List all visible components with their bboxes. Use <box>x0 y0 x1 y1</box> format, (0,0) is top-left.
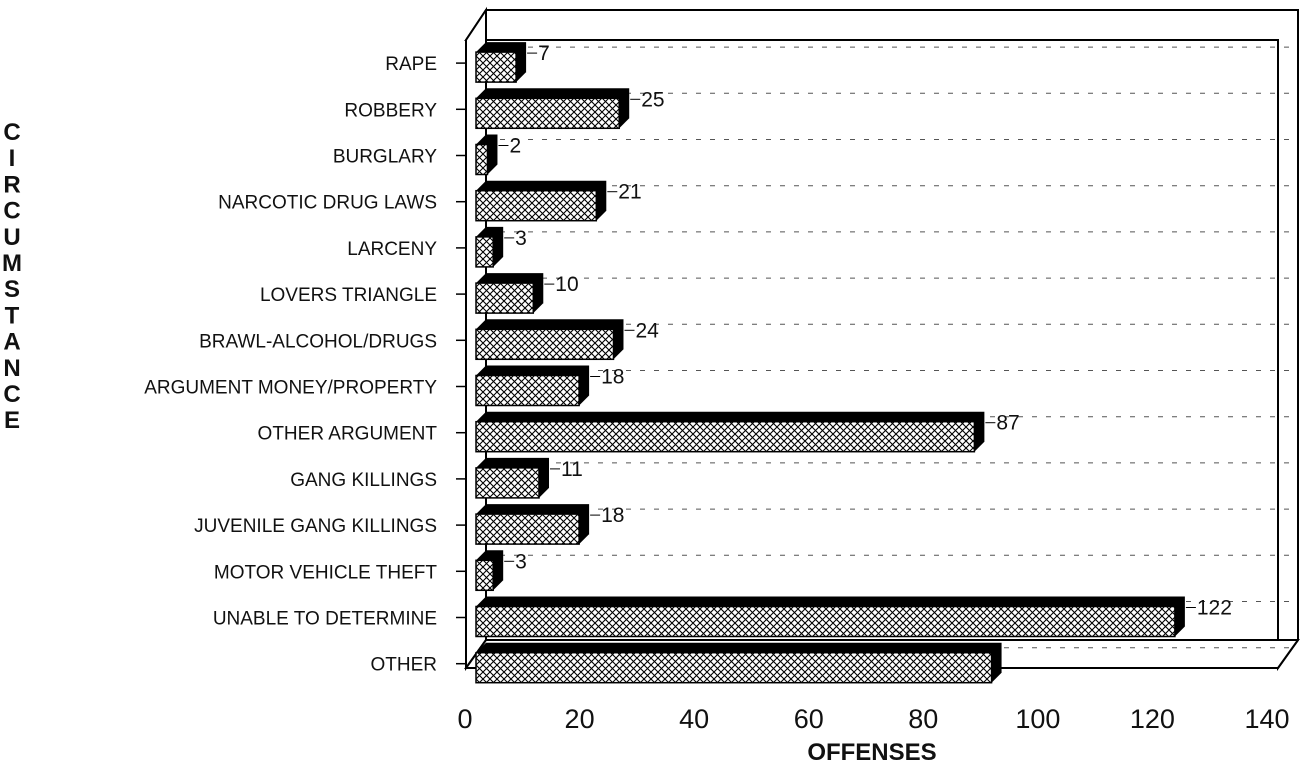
bar-face <box>475 143 489 176</box>
x-tick-label: 0 <box>457 704 472 734</box>
category-label: GANG KILLINGS <box>290 470 437 491</box>
x-tick-label: 40 <box>679 704 709 734</box>
bar <box>475 134 498 176</box>
bar-face <box>475 51 517 83</box>
category-label: LOVERS TRIANGLE <box>260 285 437 306</box>
bar <box>475 457 550 499</box>
x-axis-title: OFFENSES <box>807 739 936 766</box>
x-tick-label: 120 <box>1130 704 1175 734</box>
data-label: 10 <box>555 273 578 296</box>
x-tick-labels: 0 20 40 60 80 100 120 140 <box>457 704 1289 734</box>
y-axis-title-letter: A <box>3 329 20 356</box>
category-label: BURGLARY <box>333 147 438 168</box>
x-tick-label: 140 <box>1244 704 1289 734</box>
y-axis-title-letter: T <box>5 302 20 329</box>
bar <box>475 273 544 314</box>
bar <box>475 226 504 268</box>
y-axis-title-letter: I <box>9 145 16 172</box>
bar-face <box>475 282 535 314</box>
data-label: 11 <box>561 458 583 481</box>
data-label: 3 <box>515 550 527 573</box>
y-ticks <box>456 62 466 665</box>
bar <box>475 42 527 83</box>
data-label: 24 <box>635 319 659 342</box>
category-label: UNABLE TO DETERMINE <box>213 609 437 630</box>
y-axis-title-letter: C <box>3 381 20 408</box>
y-axis-title-letter: N <box>3 355 20 382</box>
bar <box>475 642 1002 684</box>
y-axis-title-letter: C <box>3 119 20 146</box>
category-label: OTHER <box>371 655 438 676</box>
x-tick-label: 100 <box>1015 704 1060 734</box>
category-label: ROBBERY <box>344 100 437 121</box>
bar-face <box>475 236 494 268</box>
data-label: 25 <box>641 88 664 111</box>
data-label: 122 <box>1197 597 1232 620</box>
y-axis-title-letter: U <box>3 224 20 251</box>
bar-face <box>475 513 580 545</box>
data-label: 18 <box>601 504 624 527</box>
data-label: 7 <box>538 42 550 65</box>
category-label: LARCENY <box>347 239 437 260</box>
bar <box>475 319 624 361</box>
x-tick-label: 60 <box>794 704 824 734</box>
y-axis-title-letter: S <box>4 276 20 303</box>
y-axis-title-letter: R <box>3 171 20 198</box>
bar <box>475 504 590 545</box>
bar-face <box>475 605 1176 638</box>
bar-face <box>475 651 993 684</box>
bar-face <box>475 467 540 499</box>
category-label: MOTOR VEHICLE THEFT <box>214 562 437 583</box>
x-tick-label: 80 <box>908 704 938 734</box>
data-label: 18 <box>601 366 624 389</box>
y-axis-title-letter: E <box>4 407 20 434</box>
bar <box>475 88 630 130</box>
bar <box>475 411 985 453</box>
data-labels: 7 25 2 21 3 10 24 18 87 11 18 3 122 <box>498 42 1232 620</box>
bar <box>475 180 607 222</box>
category-label: OTHER ARGUMENT <box>258 424 438 445</box>
y-axis-title-letter: M <box>2 250 22 277</box>
bar-face <box>475 559 494 592</box>
category-label: RAPE <box>385 54 437 75</box>
bar <box>475 596 1185 638</box>
data-label: 2 <box>509 135 521 158</box>
bar <box>475 550 504 592</box>
bar-face <box>475 328 615 361</box>
data-label: 3 <box>515 227 527 250</box>
x-tick-label: 20 <box>565 704 595 734</box>
bar-face <box>475 420 976 453</box>
data-label: 87 <box>996 412 1019 435</box>
category-label: NARCOTIC DRUG LAWS <box>218 193 437 214</box>
bars <box>475 42 1185 684</box>
bar-face <box>475 97 620 130</box>
category-label: JUVENILE GANG KILLINGS <box>194 516 437 537</box>
bar-face <box>475 189 598 222</box>
category-label: BRAWL-ALCOHOL/DRUGS <box>199 331 437 352</box>
bar-face <box>475 374 580 407</box>
category-labels: RAPE ROBBERY BURGLARY NARCOTIC DRUG LAWS LAR… <box>144 54 437 676</box>
data-label: 21 <box>618 181 641 204</box>
y-axis-title-letter: C <box>3 198 20 225</box>
category-label: ARGUMENT MONEY/PROPERTY <box>144 378 437 399</box>
bar <box>475 365 590 407</box>
